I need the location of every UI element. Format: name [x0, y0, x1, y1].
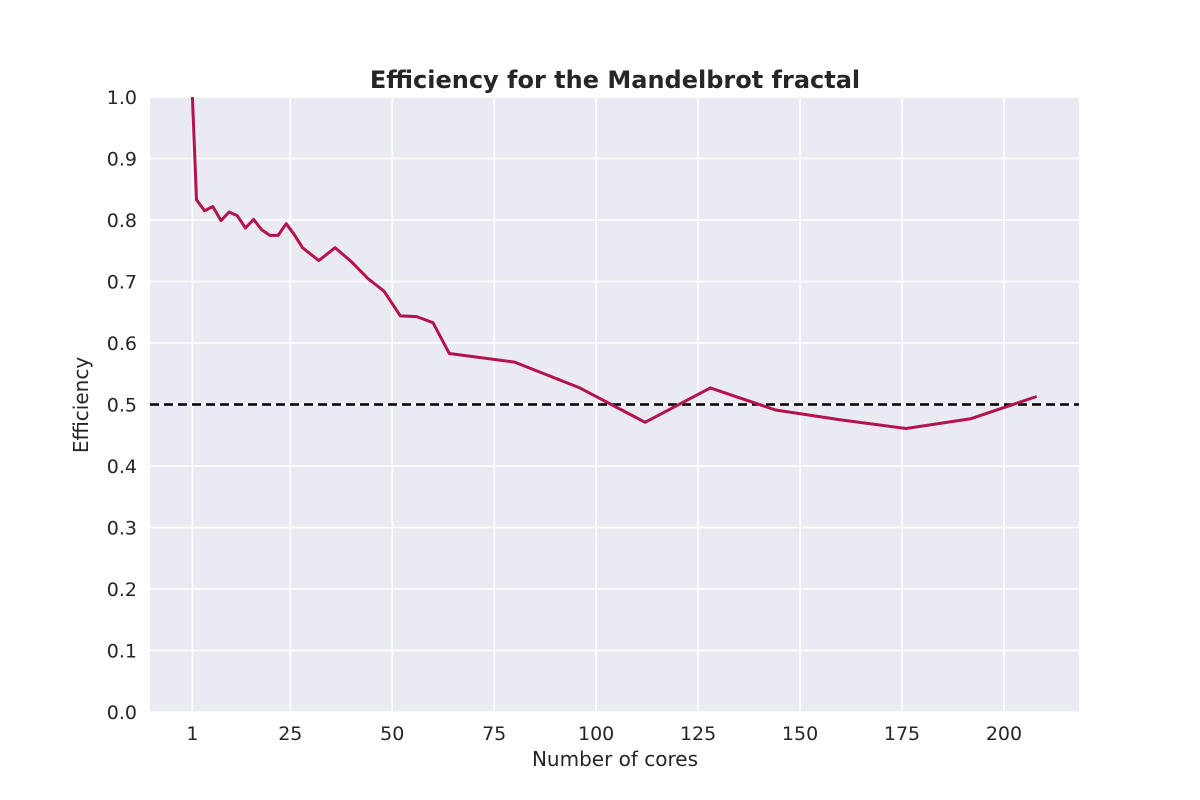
chart-title: Efficiency for the Mandelbrot fractal [370, 66, 860, 94]
y-tick-label: 0.9 [107, 149, 137, 171]
y-tick-label: 0.3 [107, 518, 137, 540]
x-tick-label: 150 [782, 723, 818, 745]
y-tick-label: 0.4 [107, 456, 137, 478]
y-tick-label: 0.2 [107, 579, 137, 601]
x-axis-label: Number of cores [532, 747, 698, 771]
y-tick-label: 0.6 [107, 333, 137, 355]
x-tick-labels: 1 25 50 75 100 125 150 175 200 [186, 723, 1022, 745]
x-tick-label: 25 [278, 723, 302, 745]
y-tick-label: 0.0 [107, 702, 137, 724]
x-tick-label: 1 [186, 723, 198, 745]
y-tick-labels: 0.0 0.1 0.2 0.3 0.4 0.5 0.6 0.7 0.8 0.9 1.0 [107, 87, 137, 724]
y-tick-label: 0.5 [107, 395, 137, 417]
x-tick-label: 125 [680, 723, 716, 745]
x-tick-label: 175 [884, 723, 920, 745]
x-tick-label: 100 [578, 723, 614, 745]
y-axis-label: Efficiency [69, 357, 93, 454]
y-tick-label: 0.7 [107, 272, 137, 294]
x-tick-label: 200 [986, 723, 1022, 745]
y-tick-label: 0.8 [107, 210, 137, 232]
x-tick-label: 75 [482, 723, 506, 745]
y-tick-label: 1.0 [107, 87, 137, 109]
y-tick-label: 0.1 [107, 641, 137, 663]
x-tick-label: 50 [380, 723, 404, 745]
series-line-efficiency [190, 96, 1038, 430]
